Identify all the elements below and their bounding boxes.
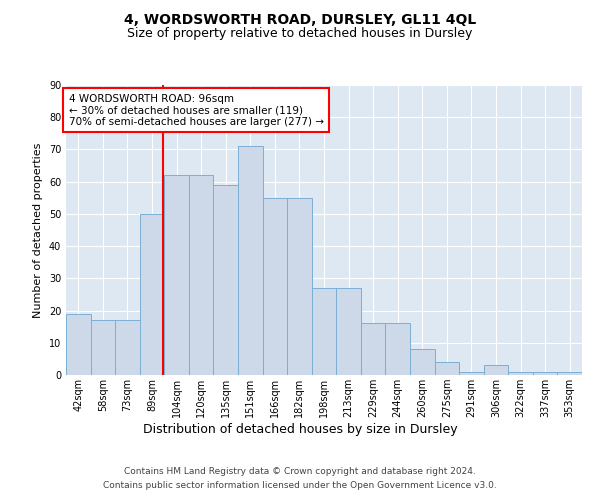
Text: Distribution of detached houses by size in Dursley: Distribution of detached houses by size … bbox=[143, 422, 457, 436]
Bar bbox=[66, 314, 91, 375]
Bar bbox=[214, 185, 238, 375]
Bar bbox=[164, 175, 189, 375]
Bar bbox=[410, 349, 434, 375]
Bar bbox=[287, 198, 312, 375]
Text: Size of property relative to detached houses in Dursley: Size of property relative to detached ho… bbox=[127, 28, 473, 40]
Text: Contains HM Land Registry data © Crown copyright and database right 2024.: Contains HM Land Registry data © Crown c… bbox=[124, 468, 476, 476]
Bar bbox=[533, 372, 557, 375]
Bar bbox=[115, 320, 140, 375]
Bar bbox=[508, 372, 533, 375]
Text: 4, WORDSWORTH ROAD, DURSLEY, GL11 4QL: 4, WORDSWORTH ROAD, DURSLEY, GL11 4QL bbox=[124, 12, 476, 26]
Bar bbox=[361, 324, 385, 375]
Bar bbox=[434, 362, 459, 375]
Text: 4 WORDSWORTH ROAD: 96sqm
← 30% of detached houses are smaller (119)
70% of semi-: 4 WORDSWORTH ROAD: 96sqm ← 30% of detach… bbox=[68, 94, 323, 127]
Bar bbox=[238, 146, 263, 375]
Y-axis label: Number of detached properties: Number of detached properties bbox=[33, 142, 43, 318]
Bar bbox=[263, 198, 287, 375]
Bar bbox=[91, 320, 115, 375]
Bar bbox=[484, 366, 508, 375]
Text: Contains public sector information licensed under the Open Government Licence v3: Contains public sector information licen… bbox=[103, 481, 497, 490]
Bar bbox=[459, 372, 484, 375]
Bar bbox=[189, 175, 214, 375]
Bar bbox=[140, 214, 164, 375]
Bar bbox=[385, 324, 410, 375]
Bar bbox=[557, 372, 582, 375]
Bar bbox=[336, 288, 361, 375]
Bar bbox=[312, 288, 336, 375]
